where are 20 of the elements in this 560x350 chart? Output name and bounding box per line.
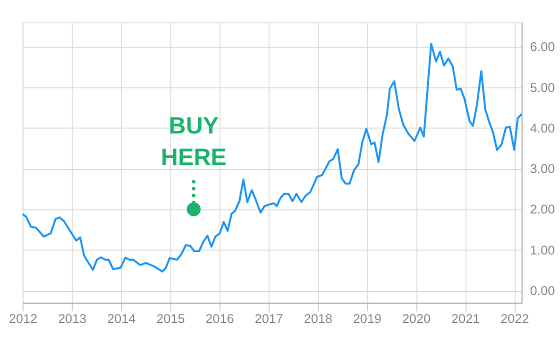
x-tick-label: 2015 <box>156 310 185 326</box>
x-tick-label: 2017 <box>254 310 284 326</box>
y-tick-label: 3.00 <box>530 161 555 176</box>
x-tick-label: 2022 <box>500 310 529 326</box>
y-tick-label: 2.00 <box>530 202 555 217</box>
x-tick-label: 2018 <box>304 310 332 326</box>
x-tick-label: 2014 <box>107 310 136 326</box>
annotation: BUY HERE <box>160 113 227 171</box>
y-tick-label: 0.00 <box>530 283 555 298</box>
y-tick-label: 5.00 <box>530 80 555 95</box>
y-tick-label: 6.00 <box>530 39 555 54</box>
x-tick-label: 2016 <box>206 310 234 326</box>
x-tick-label: 2013 <box>58 310 87 326</box>
x-tick-label: 2021 <box>451 310 480 326</box>
y-tick-label: 4.00 <box>530 120 555 136</box>
x-tick-label: 2020 <box>402 310 431 326</box>
x-tick-label: 2012 <box>8 310 38 326</box>
y-tick-label: 1.00 <box>530 242 555 258</box>
line-series <box>22 42 523 272</box>
x-tick-label: 2019 <box>353 310 382 326</box>
